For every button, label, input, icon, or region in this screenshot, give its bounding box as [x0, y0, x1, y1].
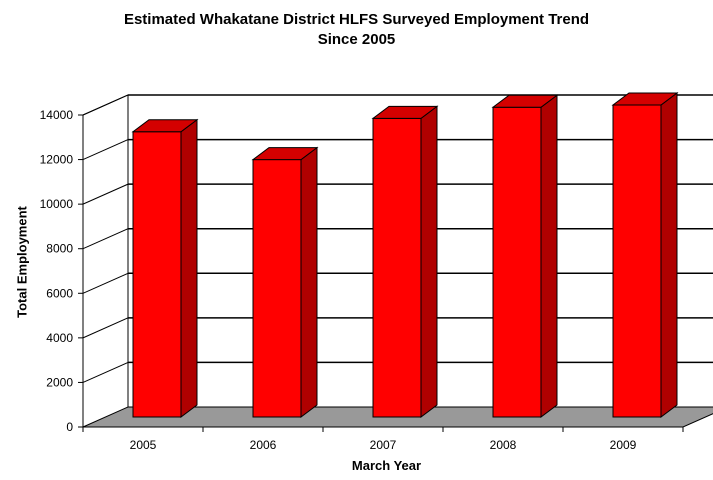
bar-top — [251, 147, 319, 161]
gridline-side — [82, 361, 129, 383]
bar-front — [612, 104, 662, 418]
x-tick-label: 2007 — [370, 438, 397, 452]
x-tick-label: 2009 — [610, 438, 637, 452]
gridline-side — [82, 272, 129, 294]
chart-title-line-1: Estimated Whakatane District HLFS Survey… — [123, 11, 590, 28]
gridline-side — [82, 317, 129, 339]
gridline-side — [82, 139, 129, 161]
bar-top — [371, 105, 439, 119]
gridline-side — [82, 94, 129, 116]
bar-front — [372, 117, 422, 418]
y-tick-label: 0 — [66, 420, 73, 434]
gridline-side — [82, 228, 129, 250]
x-axis-title: March Year — [351, 458, 422, 473]
bar-side — [300, 146, 318, 418]
y-tick-label: 14000 — [40, 108, 74, 122]
bar-front — [132, 131, 182, 418]
x-tick-label: 2005 — [130, 438, 157, 452]
bar-front — [252, 159, 302, 418]
y-axis-title: Total Employment — [14, 206, 30, 318]
y-tick-label: 4000 — [46, 331, 73, 345]
bar-side — [180, 118, 198, 418]
bar-front — [492, 106, 542, 418]
y-tick-label: 8000 — [46, 242, 73, 256]
bar-top — [611, 92, 679, 106]
bar-top — [131, 119, 199, 133]
y-tick-label: 2000 — [46, 375, 73, 389]
x-tick-label: 2008 — [490, 438, 517, 452]
bar-top — [491, 94, 559, 108]
x-tick-label: 2006 — [250, 438, 277, 452]
gridline-side — [82, 183, 129, 205]
y-tick-label: 10000 — [40, 197, 74, 211]
bar-side — [420, 105, 438, 418]
chart-title-line-2: Since 2005 — [317, 31, 396, 48]
y-tick-label: 12000 — [40, 153, 74, 167]
y-tick-label: 6000 — [46, 286, 73, 300]
bar-side — [540, 94, 558, 418]
bar-side — [660, 92, 678, 418]
